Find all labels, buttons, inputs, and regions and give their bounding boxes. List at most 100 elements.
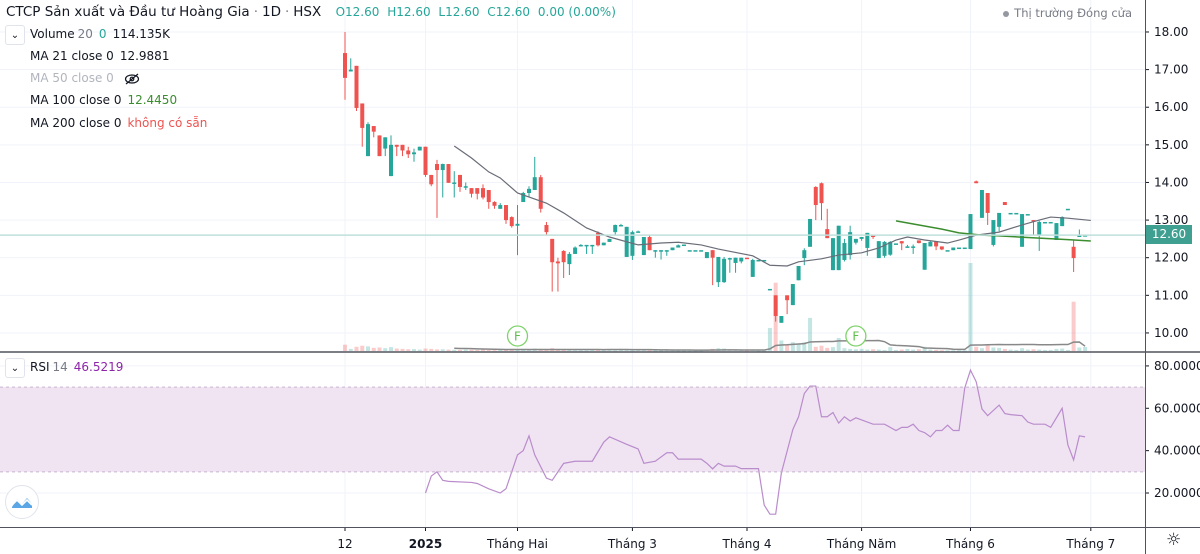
candle [722,256,727,283]
legend-volume[interactable]: Volume 20 0 114.135K [30,27,176,41]
volume-bar [653,350,658,352]
volume-bar [452,349,457,351]
candle-body [544,224,549,233]
volume-bar [475,349,480,351]
candle-body [590,244,595,247]
earnings-event-marker[interactable]: F [506,325,529,347]
volume-bar [808,317,813,351]
candle-body [659,250,664,252]
volume-bar [641,349,646,351]
volume-bar [842,348,847,351]
volume-bar [573,350,578,352]
price-tick-label: 13.00 [1154,213,1188,227]
candle-body [836,225,841,271]
candle-body [1042,221,1047,224]
price-tick-label: 14.00 [1154,175,1188,189]
candle [469,188,474,198]
candle-body [446,164,451,183]
candle-body [756,259,761,262]
candle [596,231,601,247]
candle-body [693,250,698,252]
legend-ma100[interactable]: MA 100 close 0 12.4450 [30,93,183,107]
candle [481,184,485,200]
candle-body [893,243,898,245]
indicator-param: 20 [77,27,93,41]
candle [853,238,858,245]
indicator-name: MA 100 close 0 [30,93,122,107]
candle-body [830,238,835,271]
candle-body [509,217,514,227]
candle-body [853,238,858,243]
candle-body [790,284,795,306]
candle [584,244,589,254]
legend-ma21[interactable]: MA 21 close 0 12.9881 [30,49,175,63]
candle-body [796,265,801,281]
volume-bar [699,350,704,352]
symbol-title[interactable]: CTCP Sản xuất và Đầu tư Hoàng Gia [6,4,250,20]
candle [699,250,704,252]
candle-body [808,218,813,247]
candle [486,189,491,209]
candle [939,246,944,251]
earnings-event-marker[interactable]: F [845,325,867,347]
candle [515,205,520,256]
legend-ma50[interactable]: MA 50 close 0 [30,71,140,85]
candle-body [417,146,422,151]
candle-body [710,250,715,258]
high-value: 12.60 [396,5,431,19]
eye-off-icon[interactable] [124,73,140,85]
candle [756,259,761,262]
candle-body [343,53,347,78]
collapse-legend-button[interactable]: ⌄ [5,25,25,45]
candle-body [486,189,491,203]
candle [681,244,686,247]
volume-bar [876,349,881,351]
volume-bar [1002,348,1007,351]
candle-body [383,137,388,149]
candle [383,137,388,157]
interval[interactable]: 1D [262,4,281,20]
gear-icon[interactable]: ☼ [1166,530,1182,550]
candle-body [773,295,778,317]
candle [790,284,795,306]
candle-body [779,316,784,323]
volume-bar [446,349,451,351]
candle [440,163,445,198]
volume-bar [848,348,853,351]
candle-body [939,246,944,250]
volume-bar [567,349,572,351]
candle-body [360,103,365,128]
candle [934,241,939,251]
candle [928,241,933,247]
candle-body [785,295,790,301]
volume-bar [601,350,606,352]
logo-button[interactable] [5,485,39,519]
legend-ma200[interactable]: MA 200 close 0 không có sẵn [30,116,213,130]
candle-body [905,246,910,248]
candle-body [607,238,612,242]
candle [458,174,462,192]
candle-body [928,241,933,247]
candle [979,189,984,218]
candle-body [962,247,967,250]
candle-body [377,135,382,157]
candle-body [1071,246,1076,259]
candle [1014,212,1019,215]
candle [922,243,927,270]
volume-bar [882,349,887,351]
change-value: 0.00 (0.00%) [537,5,616,19]
volume-bar [1008,349,1013,351]
candle [916,240,921,244]
candle-body [458,174,462,187]
volume-bar [664,350,669,352]
candle-body [596,232,601,246]
candle [710,250,715,286]
collapse-rsi-button[interactable]: ⌄ [5,358,25,378]
legend-rsi[interactable]: RSI 14 46.5219 [30,360,129,374]
candle [371,126,376,138]
volume-bar [590,349,595,351]
volume-bar [916,349,921,351]
event-label: F [514,330,521,344]
candle-body [888,241,893,255]
